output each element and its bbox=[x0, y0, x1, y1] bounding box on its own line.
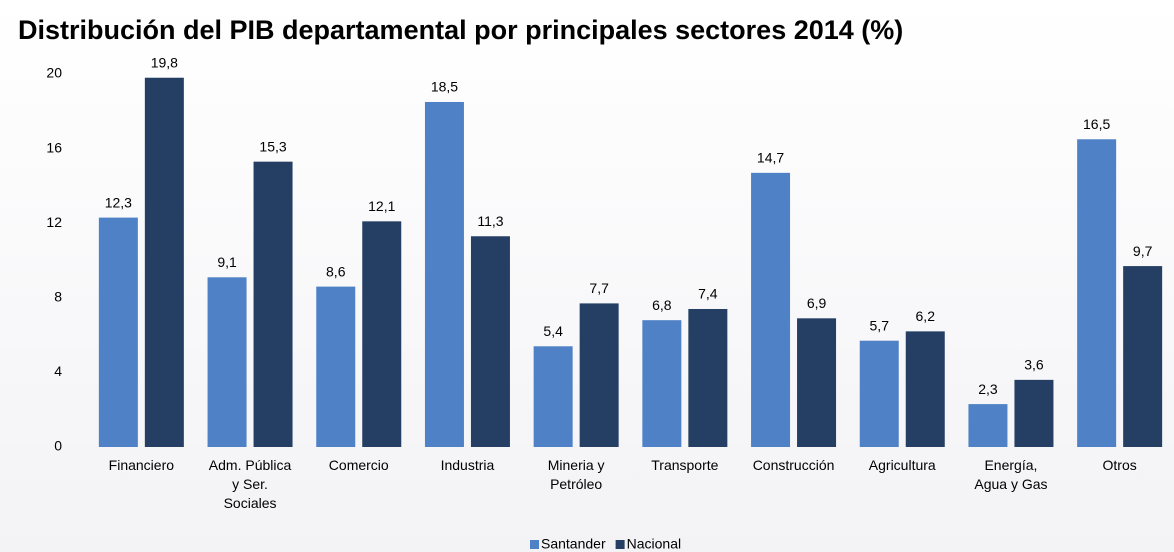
bar bbox=[642, 320, 682, 447]
y-tick-label: 0 bbox=[54, 438, 62, 454]
bar bbox=[1123, 266, 1163, 447]
bar bbox=[533, 346, 573, 447]
bar bbox=[968, 404, 1008, 447]
x-tick-label: Transporte bbox=[651, 457, 718, 473]
data-label: 16,5 bbox=[1083, 116, 1110, 132]
bar bbox=[797, 318, 837, 447]
x-tick-label: Agricultura bbox=[869, 457, 936, 473]
bar bbox=[470, 236, 510, 447]
y-tick-label: 8 bbox=[54, 289, 62, 305]
data-label: 18,5 bbox=[431, 79, 458, 95]
data-label: 8,6 bbox=[326, 263, 346, 279]
bar bbox=[253, 161, 293, 447]
data-label: 3,6 bbox=[1024, 357, 1044, 373]
x-tick-label: Energía, Agua y Gas bbox=[974, 457, 1047, 492]
legend-swatch bbox=[530, 540, 539, 549]
x-tick-label: Comercio bbox=[329, 457, 389, 473]
y-tick-label: 12 bbox=[46, 214, 62, 230]
x-tick-label: Industria bbox=[441, 457, 495, 473]
bar bbox=[362, 221, 402, 447]
data-label: 7,7 bbox=[589, 280, 609, 296]
y-tick-label: 4 bbox=[54, 363, 62, 379]
data-label: 11,3 bbox=[477, 213, 503, 229]
data-label: 5,4 bbox=[543, 323, 563, 339]
bar bbox=[751, 172, 791, 447]
data-label: 9,1 bbox=[217, 254, 237, 270]
data-label: 14,7 bbox=[757, 150, 784, 166]
bar bbox=[859, 340, 899, 447]
data-label: 6,9 bbox=[807, 295, 827, 311]
y-tick-label: 16 bbox=[46, 139, 62, 155]
data-label: 9,7 bbox=[1133, 243, 1153, 259]
y-tick-label: 20 bbox=[46, 65, 62, 81]
data-label: 5,7 bbox=[870, 317, 890, 333]
bar bbox=[688, 308, 728, 447]
x-tick-label: Otros bbox=[1103, 457, 1137, 473]
chart-title: Distribución del PIB departamental por p… bbox=[18, 15, 903, 45]
data-label: 12,1 bbox=[368, 198, 395, 214]
data-label: 7,4 bbox=[698, 286, 718, 302]
x-tick-label: Mineria y Petróleo bbox=[548, 457, 605, 492]
bar bbox=[144, 77, 184, 447]
x-tick-label: Adm. Pública y Ser. Sociales bbox=[209, 457, 292, 511]
bar bbox=[579, 303, 619, 447]
bar bbox=[424, 101, 464, 447]
x-tick-label: Financiero bbox=[109, 457, 175, 473]
bar bbox=[207, 277, 247, 447]
legend-swatch bbox=[615, 540, 625, 549]
bar bbox=[1077, 139, 1117, 447]
bar bbox=[905, 331, 945, 447]
data-label: 6,2 bbox=[916, 308, 936, 324]
data-label: 12,3 bbox=[105, 194, 132, 210]
x-tick-label: Construcción bbox=[753, 457, 835, 473]
bar bbox=[98, 217, 138, 447]
data-label: 6,8 bbox=[652, 297, 672, 313]
data-label: 15,3 bbox=[259, 138, 286, 154]
data-label: 2,3 bbox=[978, 381, 998, 397]
legend-label: Santander bbox=[541, 536, 606, 552]
data-label: 19,8 bbox=[151, 54, 178, 70]
bar bbox=[1014, 379, 1054, 447]
bar bbox=[316, 286, 356, 447]
legend-label: Nacional bbox=[627, 536, 681, 552]
